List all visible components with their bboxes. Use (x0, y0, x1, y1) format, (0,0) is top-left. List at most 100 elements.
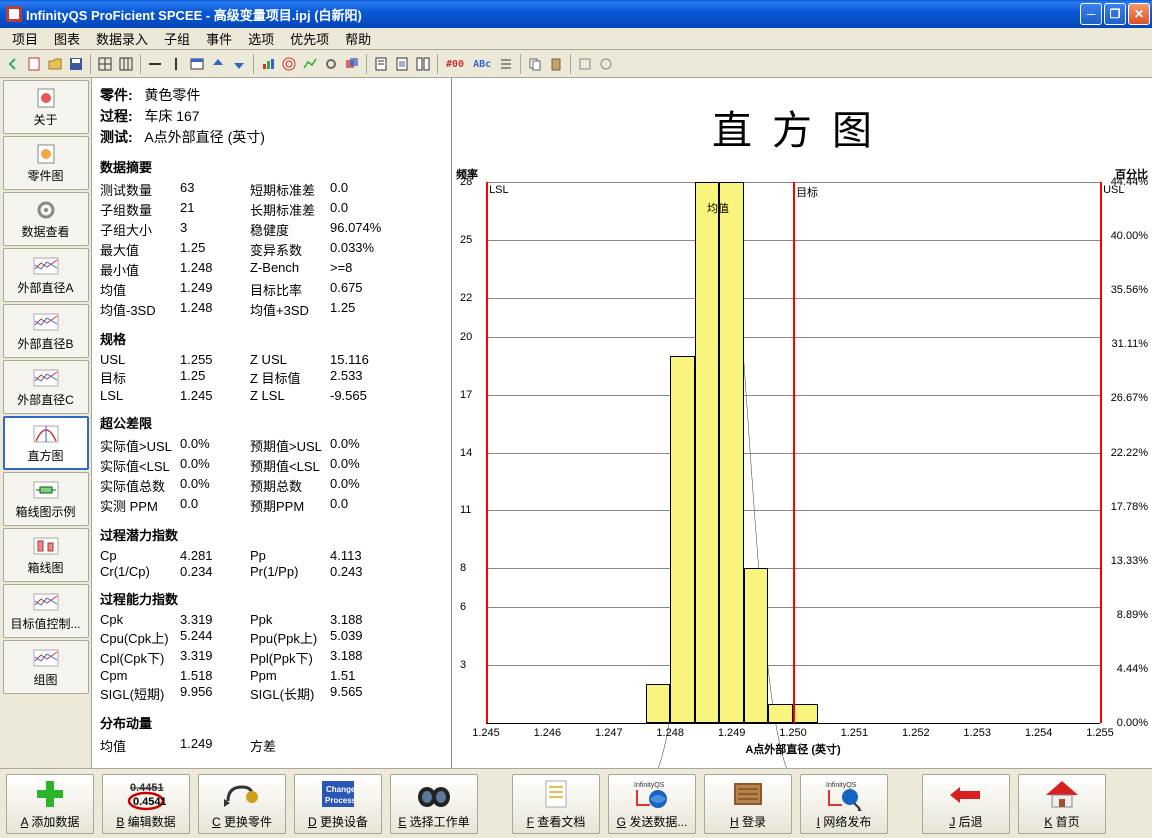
stat-cell: 0.0% (180, 476, 250, 495)
stat-cell: 预期值<LSL (250, 456, 330, 475)
tool-gear-icon[interactable] (322, 55, 340, 73)
bottom-button-发送数据...[interactable]: InfinityQSG 发送数据... (608, 774, 696, 834)
xtick: 1.245 (472, 727, 500, 739)
tool-back-icon[interactable] (4, 55, 22, 73)
part-label: 零件: (100, 87, 133, 103)
menu-bar: 项目图表数据录入子组事件选项优先项帮助 (0, 28, 1152, 50)
tool-report3-icon[interactable] (414, 55, 432, 73)
menu-数据录入[interactable]: 数据录入 (88, 27, 156, 50)
tool-paste-icon[interactable] (547, 55, 565, 73)
sidebar-item-箱线图[interactable]: 箱线图 (3, 528, 89, 582)
bell-curve-icon (32, 423, 60, 445)
sidebar-item-组图[interactable]: 组图 (3, 640, 89, 694)
stat-grid-summary: 测试数量63短期标准差0.0子组数量21长期标准差0.0子组大小3稳健度96.0… (100, 180, 443, 319)
bottom-button-更换设备[interactable]: ChangeProcessD 更换设备 (294, 774, 382, 834)
tool-down-icon[interactable] (230, 55, 248, 73)
ytick-right: 4.44% (1117, 663, 1148, 675)
tool-report2-icon[interactable] (393, 55, 411, 73)
stat-cell: -9.565 (330, 388, 400, 403)
toolbar: #00 ABc (0, 50, 1152, 78)
menu-图表[interactable]: 图表 (46, 27, 88, 50)
sidebar-item-label: 外部直径B (17, 335, 73, 352)
tool-extra2-icon[interactable] (597, 55, 615, 73)
stat-cell: 0.0% (330, 476, 400, 495)
ytick-left: 8 (460, 562, 466, 574)
tool-target-icon[interactable] (280, 55, 298, 73)
tool-window-icon[interactable] (188, 55, 206, 73)
stat-cell: 目标比率 (250, 280, 330, 299)
ytick-left: 22 (460, 292, 472, 304)
bottom-button-查看文档[interactable]: F 查看文档 (512, 774, 600, 834)
sidebar-item-数据查看[interactable]: 数据查看 (3, 192, 89, 246)
bottom-button-label: I 网络发布 (817, 813, 872, 830)
menu-优先项[interactable]: 优先项 (282, 27, 337, 50)
stat-grid-spec: USL1.255Z USL15.116目标1.25Z 目标值2.533LSL1.… (100, 352, 443, 403)
stat-cell: 1.25 (330, 300, 400, 319)
tool-grid2-icon[interactable] (117, 55, 135, 73)
tool-copy-icon[interactable] (526, 55, 544, 73)
tool-open-icon[interactable] (46, 55, 64, 73)
test-value: A点外部直径 (英寸) (144, 129, 265, 145)
menu-项目[interactable]: 项目 (4, 27, 46, 50)
bottom-button-编辑数据[interactable]: 0.44510.4541B 编辑数据 (102, 774, 190, 834)
sidebar-item-目标值控制...[interactable]: 目标值控制... (3, 584, 89, 638)
tool-vline-icon[interactable] (167, 55, 185, 73)
xtick: 1.251 (841, 727, 869, 739)
menu-事件[interactable]: 事件 (198, 27, 240, 50)
stat-cell (330, 736, 400, 755)
tool-extra1-icon[interactable] (576, 55, 594, 73)
svg-text:Change: Change (326, 785, 356, 794)
stat-grid-dist: 均值1.249方差 (100, 736, 443, 755)
sidebar-item-label: 外部直径C (17, 391, 74, 408)
minimize-button[interactable]: ─ (1080, 3, 1102, 25)
net-icon: InfinityQS (824, 777, 864, 811)
chart-lines-icon (32, 367, 60, 389)
sidebar-item-关于[interactable]: 关于 (3, 80, 89, 134)
bottom-button-登录[interactable]: H 登录 (704, 774, 792, 834)
tool-abc-icon[interactable]: ABc (470, 55, 494, 73)
bottom-button-更换零件[interactable]: C 更换零件 (198, 774, 286, 834)
menu-选项[interactable]: 选项 (240, 27, 282, 50)
section-title-summary: 数据摘要 (100, 157, 443, 176)
tool-list-icon[interactable] (497, 55, 515, 73)
stat-cell: 短期标准差 (250, 180, 330, 199)
stat-cell: 预期总数 (250, 476, 330, 495)
xtick: 1.250 (779, 727, 807, 739)
tool-up-icon[interactable] (209, 55, 227, 73)
chart-lines-icon (32, 255, 60, 277)
tool-hline-icon[interactable] (146, 55, 164, 73)
tool-report1-icon[interactable] (372, 55, 390, 73)
stat-cell: 1.255 (180, 352, 250, 367)
stat-cell: 2.533 (330, 368, 400, 387)
bottom-button-网络发布[interactable]: InfinityQS I 网络发布 (800, 774, 888, 834)
stat-cell: 实测 PPM (100, 496, 180, 515)
menu-子组[interactable]: 子组 (156, 27, 198, 50)
target-label: 目标 (796, 184, 818, 200)
maximize-button[interactable]: ❐ (1104, 3, 1126, 25)
tool-doc-icon[interactable] (25, 55, 43, 73)
sidebar-item-外部直径B[interactable]: 外部直径B (3, 304, 89, 358)
sidebar-item-直方图[interactable]: 直方图 (3, 416, 89, 470)
tool-save-icon[interactable] (67, 55, 85, 73)
tool-chart1-icon[interactable] (259, 55, 277, 73)
window-title: InfinityQS ProFicient SPCEE - 高级变量项目.ipj… (26, 5, 1080, 24)
section-title-oos: 超公差限 (100, 413, 443, 432)
close-button[interactable]: ✕ (1128, 3, 1150, 25)
stat-grid-oos: 实际值>USL0.0%预期值>USL0.0%实际值<LSL0.0%预期值<LSL… (100, 436, 443, 515)
stat-cell: 1.249 (180, 736, 250, 755)
tool-chart2-icon[interactable] (301, 55, 319, 73)
tool-hash-icon[interactable]: #00 (443, 55, 467, 73)
tool-grid1-icon[interactable] (96, 55, 114, 73)
bottom-button-选择工作单[interactable]: E 选择工作单 (390, 774, 478, 834)
stat-cell: 最大值 (100, 240, 180, 259)
ytick-left: 20 (460, 331, 472, 343)
menu-帮助[interactable]: 帮助 (337, 27, 379, 50)
sidebar-item-外部直径A[interactable]: 外部直径A (3, 248, 89, 302)
bottom-button-添加数据[interactable]: A 添加数据 (6, 774, 94, 834)
bottom-button-后退[interactable]: J 后退 (922, 774, 1010, 834)
tool-overlay-icon[interactable] (343, 55, 361, 73)
sidebar-item-外部直径C[interactable]: 外部直径C (3, 360, 89, 414)
sidebar-item-箱线图示例[interactable]: 箱线图示例 (3, 472, 89, 526)
bottom-button-首页[interactable]: K 首页 (1018, 774, 1106, 834)
sidebar-item-零件图[interactable]: 零件图 (3, 136, 89, 190)
